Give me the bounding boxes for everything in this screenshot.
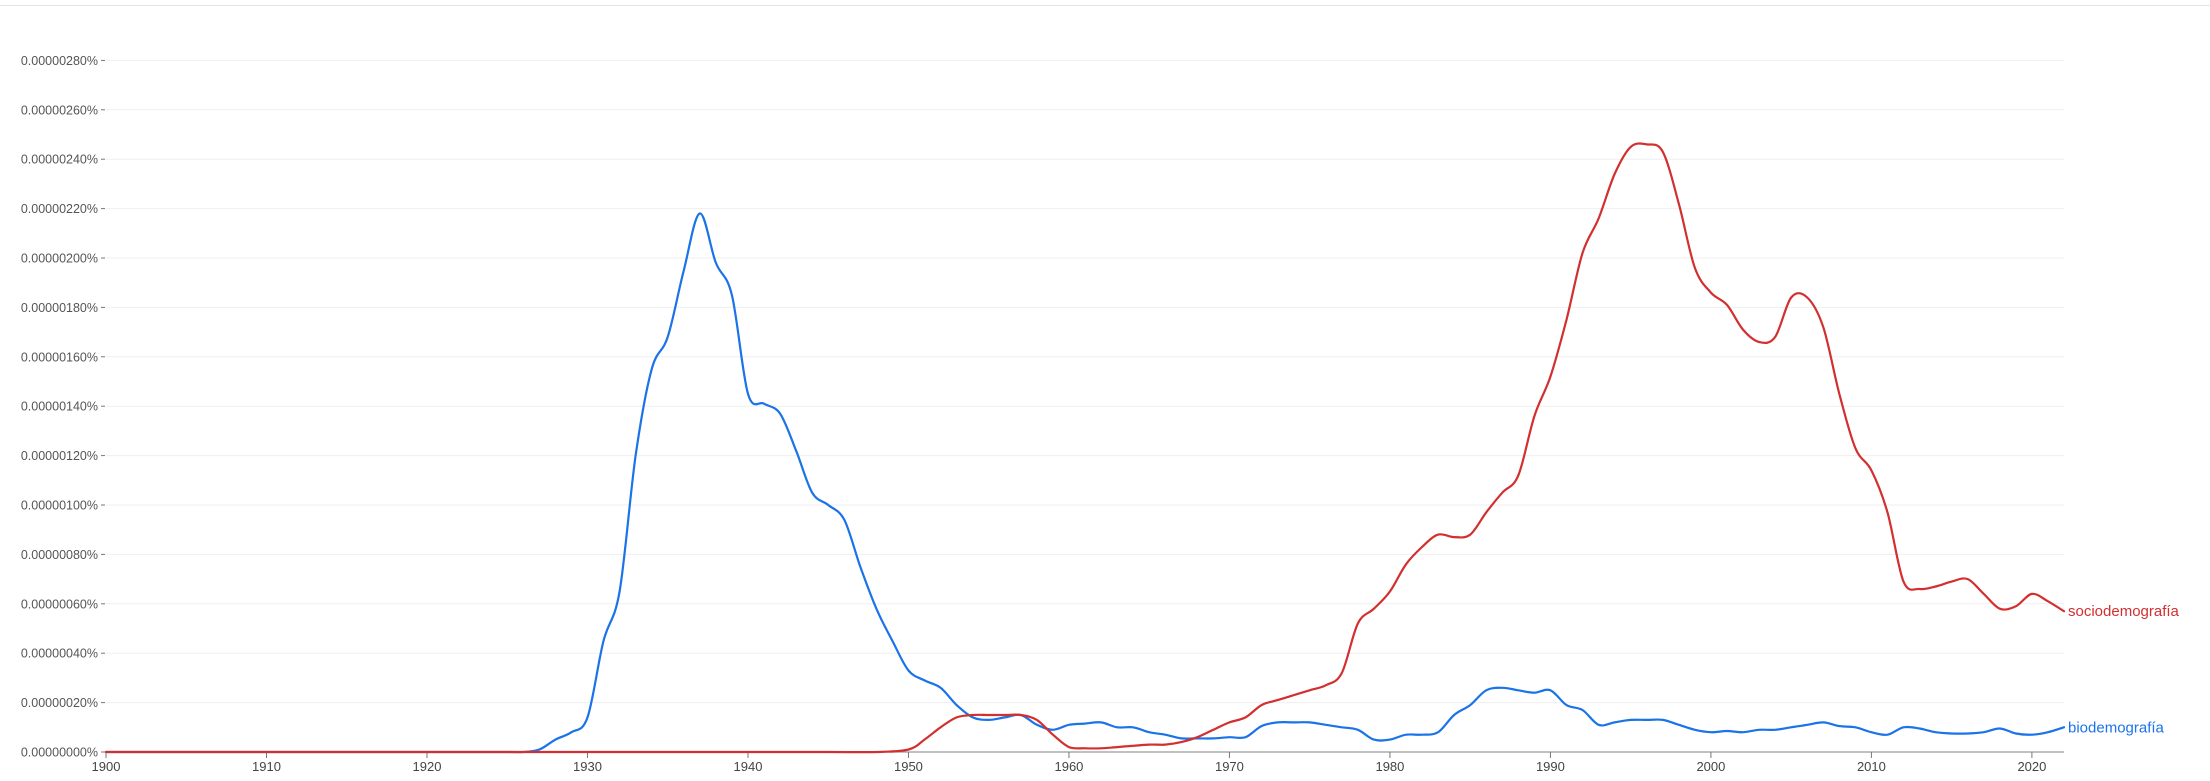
y-tick-label: 0.00000040%	[21, 647, 98, 661]
y-tick-label: 0.00000160%	[21, 350, 98, 364]
y-tick-label: 0.00000080%	[21, 548, 98, 562]
series-label-sociodemografia[interactable]: sociodemografía	[2068, 603, 2180, 620]
y-tick-label: 0.00000200%	[21, 252, 98, 266]
series-lines	[104, 142, 2066, 754]
x-tick-label: 2000	[1696, 759, 1725, 774]
y-tick-label: 0.00000280%	[21, 54, 98, 68]
x-tick-label: 1950	[894, 759, 923, 774]
series-label-biodemografia[interactable]: biodemografía	[2068, 719, 2165, 736]
x-tick-label: 1980	[1375, 759, 1404, 774]
y-tick-label: 0.00000020%	[21, 696, 98, 710]
y-tick-label: 0.00000140%	[21, 400, 98, 414]
x-tick-label: 2020	[2017, 759, 2046, 774]
y-tick-label: 0.00000180%	[21, 301, 98, 315]
series-labels: biodemografía sociodemografía	[2068, 603, 2180, 736]
x-tick-label: 1930	[573, 759, 602, 774]
y-tick-label: 0.00000240%	[21, 153, 98, 167]
y-tick-label: 0.00000100%	[21, 499, 98, 513]
series-line-biodemografia	[104, 212, 2066, 754]
x-tick-label: 1900	[92, 759, 121, 774]
y-tick-label: 0.00000260%	[21, 103, 98, 117]
gridlines	[106, 59, 2064, 704]
y-tick-label: 0.00000120%	[21, 449, 98, 463]
x-tick-label: 1920	[413, 759, 442, 774]
x-tick-label: 1910	[252, 759, 281, 774]
x-tick-label: 1990	[1536, 759, 1565, 774]
x-tick-label: 1940	[734, 759, 763, 774]
y-tick-label: 0.00000000%	[21, 746, 98, 760]
y-tick-label: 0.00000220%	[21, 202, 98, 216]
axes: 0.00000000% 0.00000020% 0.00000040% 0.00000…	[21, 54, 2064, 774]
top-divider	[0, 0, 2210, 6]
series-line-sociodemografia	[104, 142, 2066, 754]
x-tick-label: 1960	[1054, 759, 1083, 774]
y-tick-label: 0.00000060%	[21, 597, 98, 611]
x-tick-label: 2010	[1857, 759, 1886, 774]
x-tick-label: 1970	[1215, 759, 1244, 774]
